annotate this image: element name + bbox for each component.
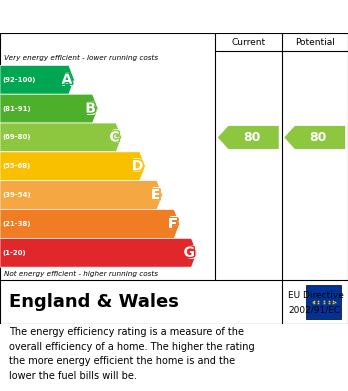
Bar xyxy=(306,285,341,319)
Text: E: E xyxy=(152,188,162,202)
Text: Very energy efficient - lower running costs: Very energy efficient - lower running co… xyxy=(4,55,158,61)
Text: E: E xyxy=(151,188,160,202)
Polygon shape xyxy=(0,239,197,267)
Text: A: A xyxy=(61,73,72,87)
Text: Not energy efficient - higher running costs: Not energy efficient - higher running co… xyxy=(4,271,158,277)
Text: E: E xyxy=(151,188,161,202)
Text: F: F xyxy=(168,217,178,231)
Text: A: A xyxy=(62,73,72,87)
Text: G: G xyxy=(184,248,195,262)
Text: (92-100): (92-100) xyxy=(3,77,36,83)
Text: 80: 80 xyxy=(310,131,327,144)
Polygon shape xyxy=(0,181,163,210)
Text: England & Wales: England & Wales xyxy=(9,293,179,311)
Text: (55-68): (55-68) xyxy=(3,163,31,169)
Text: C: C xyxy=(110,129,120,142)
Text: Energy Efficiency Rating: Energy Efficiency Rating xyxy=(9,10,230,25)
Text: D: D xyxy=(132,157,144,171)
Text: D: D xyxy=(132,161,144,175)
Text: A: A xyxy=(62,75,73,89)
Text: C: C xyxy=(110,131,120,144)
Text: C: C xyxy=(109,131,120,144)
Text: F: F xyxy=(168,219,178,233)
Text: 2002/91/EC: 2002/91/EC xyxy=(288,305,341,314)
Text: B: B xyxy=(86,102,96,116)
Text: The energy efficiency rating is a measure of the
overall efficiency of a home. T: The energy efficiency rating is a measur… xyxy=(9,327,254,380)
Text: A: A xyxy=(63,73,74,87)
Text: (1-20): (1-20) xyxy=(3,250,26,256)
Polygon shape xyxy=(0,65,74,94)
Text: G: G xyxy=(183,246,194,260)
Text: Potential: Potential xyxy=(295,38,335,47)
Text: B: B xyxy=(85,102,95,116)
Text: 80: 80 xyxy=(243,131,260,144)
Text: A: A xyxy=(62,71,73,85)
Text: F: F xyxy=(168,215,178,229)
Text: E: E xyxy=(151,186,161,200)
Text: D: D xyxy=(132,159,143,173)
Text: Current: Current xyxy=(231,38,266,47)
Text: G: G xyxy=(184,246,195,260)
Text: D: D xyxy=(133,159,145,173)
Text: (81-91): (81-91) xyxy=(3,106,31,111)
Text: C: C xyxy=(110,133,120,146)
Text: G: G xyxy=(184,244,195,258)
Text: D: D xyxy=(131,159,143,173)
Text: (39-54): (39-54) xyxy=(3,192,31,198)
Text: A: A xyxy=(62,73,73,87)
Text: B: B xyxy=(86,100,96,114)
Polygon shape xyxy=(0,152,145,181)
Text: E: E xyxy=(150,188,160,202)
Polygon shape xyxy=(0,210,180,239)
Text: B: B xyxy=(87,102,97,116)
Polygon shape xyxy=(0,94,98,123)
Text: (21-38): (21-38) xyxy=(3,221,31,227)
Text: F: F xyxy=(169,217,179,231)
Text: (69-80): (69-80) xyxy=(3,135,31,140)
Text: EU Directive: EU Directive xyxy=(288,291,345,300)
Polygon shape xyxy=(0,123,122,152)
Text: C: C xyxy=(109,131,119,144)
Text: E: E xyxy=(151,190,161,204)
Text: F: F xyxy=(168,217,178,231)
Polygon shape xyxy=(284,126,345,149)
Text: C: C xyxy=(111,131,121,144)
Text: D: D xyxy=(132,159,144,173)
Text: G: G xyxy=(185,246,196,260)
Text: G: G xyxy=(183,246,195,260)
Text: B: B xyxy=(85,102,96,116)
Polygon shape xyxy=(218,126,279,149)
Text: F: F xyxy=(167,217,177,231)
Text: B: B xyxy=(86,104,96,118)
